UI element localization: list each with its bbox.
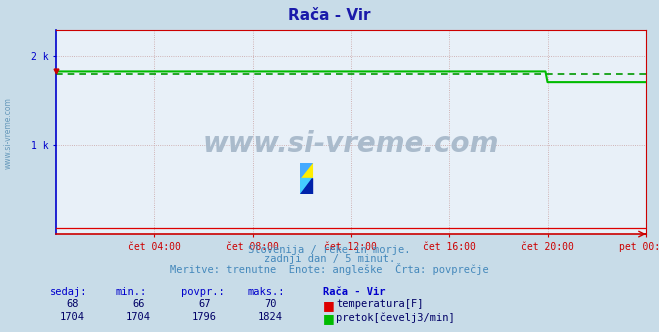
Text: maks.:: maks.:: [247, 287, 285, 297]
Text: ■: ■: [323, 299, 335, 312]
Text: povpr.:: povpr.:: [181, 287, 225, 297]
Text: 1796: 1796: [192, 312, 217, 322]
Polygon shape: [300, 178, 312, 194]
Text: www.si-vreme.com: www.si-vreme.com: [203, 130, 499, 158]
Text: min.:: min.:: [115, 287, 146, 297]
Text: 1704: 1704: [126, 312, 151, 322]
Text: ■: ■: [323, 312, 335, 325]
Text: 67: 67: [198, 299, 210, 309]
Text: Rača - Vir: Rača - Vir: [288, 8, 371, 23]
Text: 70: 70: [264, 299, 276, 309]
Polygon shape: [300, 178, 312, 194]
Text: Slovenija / reke in morje.: Slovenija / reke in morje.: [248, 245, 411, 255]
Text: pretok[čevelj3/min]: pretok[čevelj3/min]: [336, 312, 455, 323]
Text: 1824: 1824: [258, 312, 283, 322]
Polygon shape: [300, 163, 312, 178]
Text: Meritve: trenutne  Enote: angleške  Črta: povprečje: Meritve: trenutne Enote: angleške Črta: …: [170, 263, 489, 275]
Text: www.si-vreme.com: www.si-vreme.com: [3, 97, 13, 169]
Text: sedaj:: sedaj:: [49, 287, 87, 297]
Text: 1704: 1704: [60, 312, 85, 322]
Text: 66: 66: [132, 299, 144, 309]
Text: temperatura[F]: temperatura[F]: [336, 299, 424, 309]
Text: zadnji dan / 5 minut.: zadnji dan / 5 minut.: [264, 254, 395, 264]
Polygon shape: [300, 163, 312, 178]
Text: Rača - Vir: Rača - Vir: [323, 287, 386, 297]
Text: 68: 68: [67, 299, 78, 309]
